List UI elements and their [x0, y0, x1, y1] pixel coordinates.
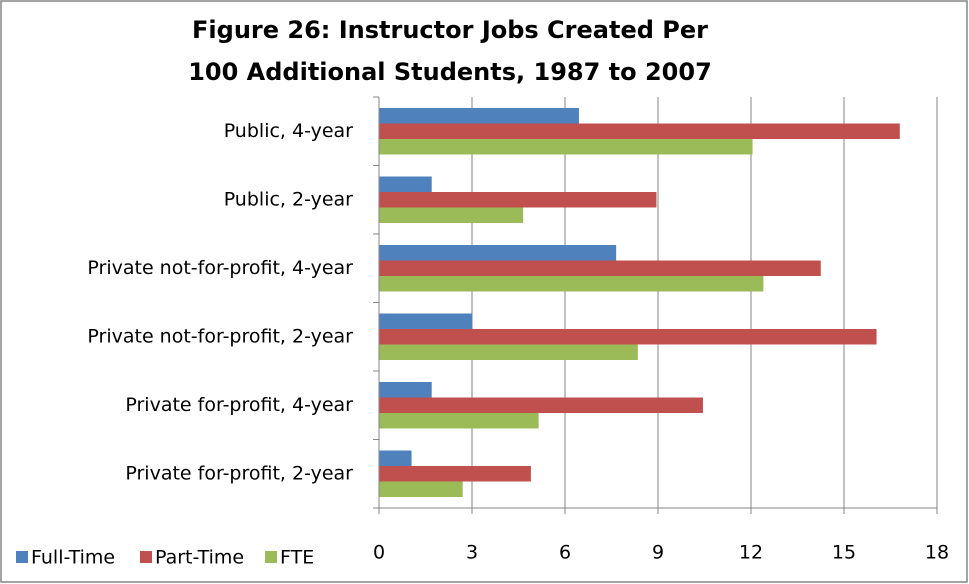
bar	[379, 176, 432, 192]
bar	[379, 313, 472, 329]
bar	[379, 139, 753, 155]
bar	[379, 413, 539, 429]
x-tick-label: 9	[652, 542, 664, 564]
x-tick-label: 3	[466, 542, 478, 564]
chart-title: 100 Additional Students, 1987 to 2007	[188, 58, 712, 86]
y-tick-label: Private not-for-profit, 2-year	[87, 325, 353, 347]
legend-label: Full-Time	[31, 547, 115, 569]
y-tick-label: Private not-for-profit, 4-year	[87, 257, 353, 279]
bar	[379, 276, 764, 292]
bar	[379, 260, 821, 276]
bar	[379, 245, 617, 261]
legend-swatch	[265, 551, 277, 563]
bar	[379, 108, 579, 124]
bar	[379, 207, 524, 223]
x-tick-label: 0	[373, 542, 385, 564]
bar	[379, 344, 638, 360]
y-tick-label: Private for-profit, 4-year	[125, 394, 353, 416]
bar	[379, 192, 657, 208]
y-tick-label: Private for-profit, 2-year	[125, 462, 353, 484]
legend-label: FTE	[280, 547, 314, 569]
legend-label: Part-Time	[155, 547, 244, 569]
legend-swatch	[16, 551, 28, 563]
bar	[379, 382, 432, 398]
y-tick-label: Public, 2-year	[224, 188, 353, 210]
bar	[379, 466, 531, 482]
x-tick-label: 12	[739, 542, 763, 564]
bar	[379, 397, 703, 413]
bar	[379, 450, 412, 466]
x-tick-label: 15	[832, 542, 856, 564]
x-tick-label: 6	[559, 542, 571, 564]
bar	[379, 123, 900, 139]
y-tick-label: Public, 4-year	[224, 120, 353, 142]
legend-swatch	[140, 551, 152, 563]
x-tick-label: 18	[925, 542, 949, 564]
bar	[379, 329, 877, 345]
bar	[379, 481, 463, 497]
chart-title: Figure 26: Instructor Jobs Created Per	[192, 16, 708, 44]
